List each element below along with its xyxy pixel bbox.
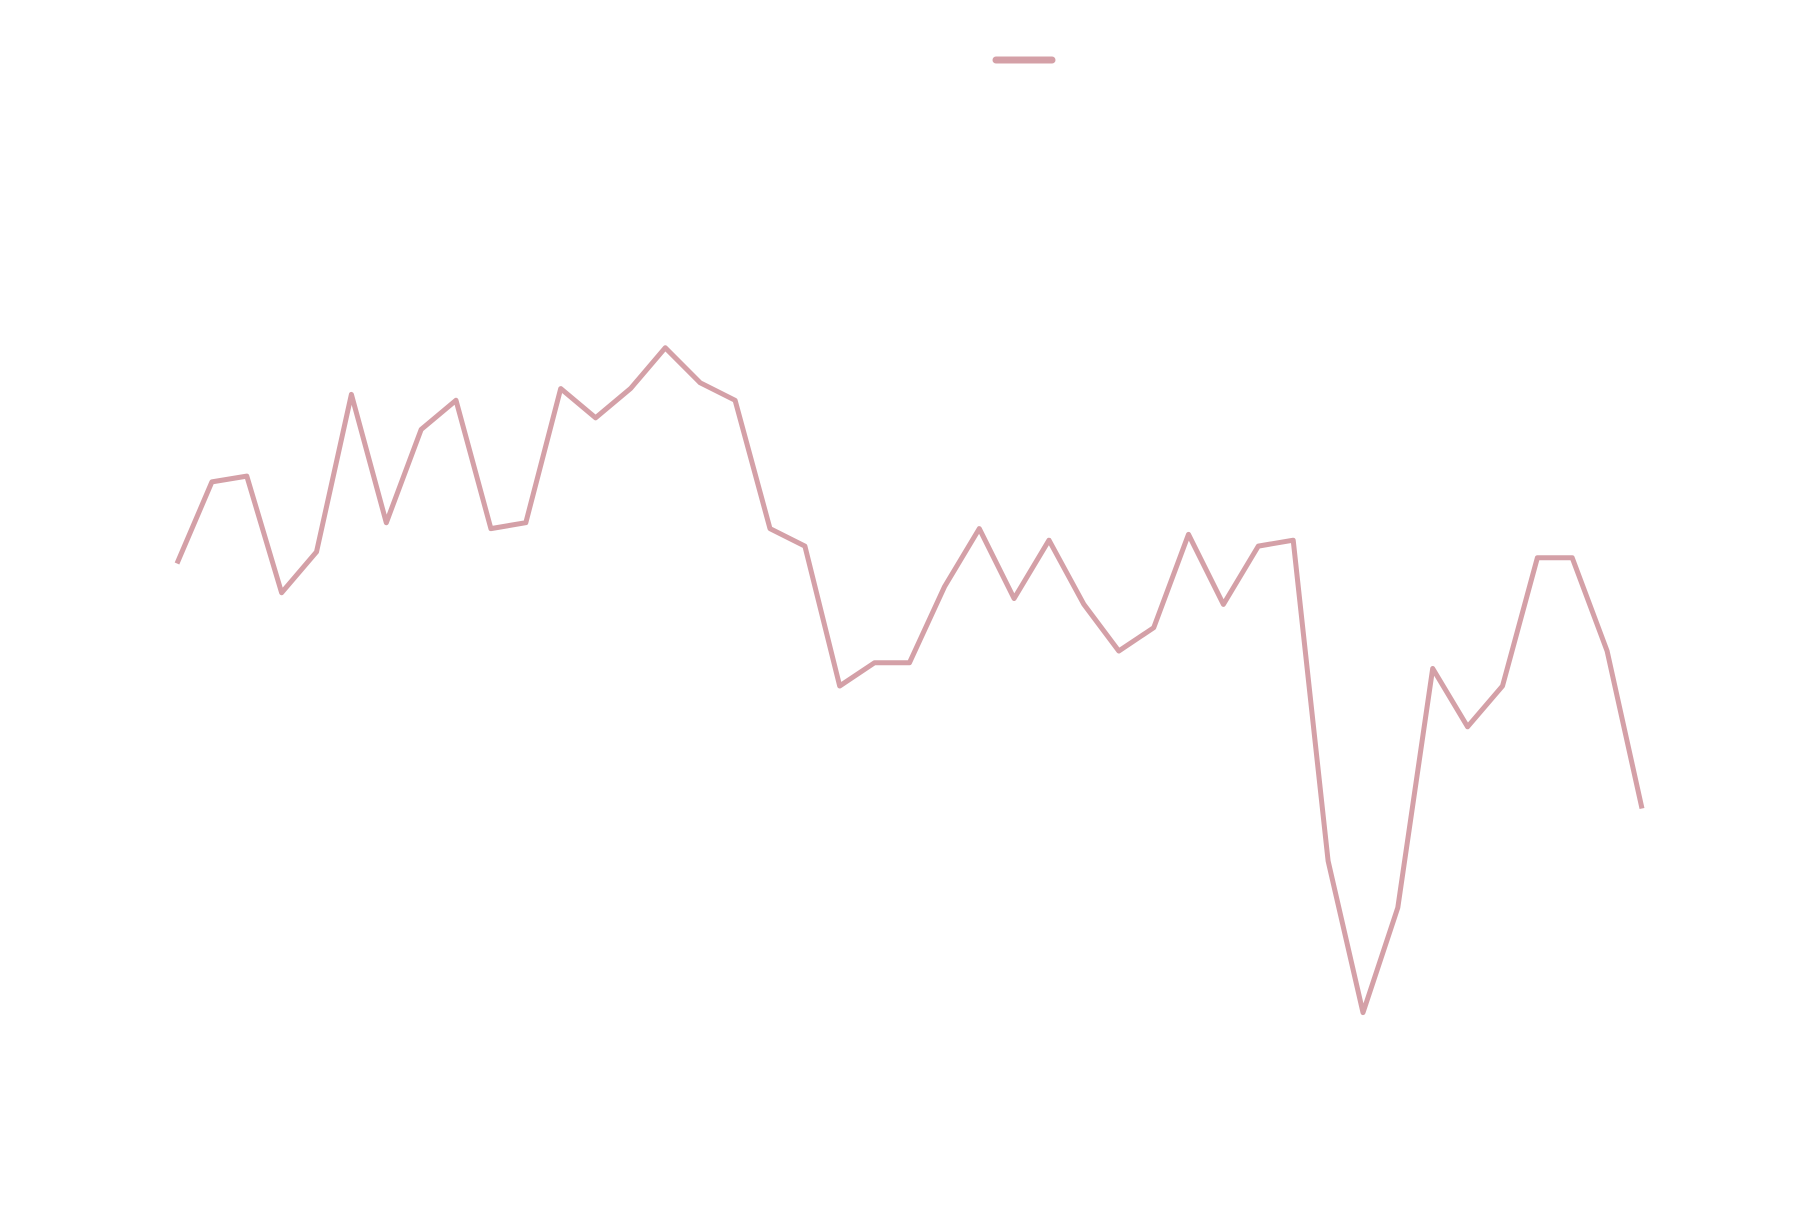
- plot-area: [174, 345, 1645, 1016]
- series-line-0: [174, 345, 1645, 1016]
